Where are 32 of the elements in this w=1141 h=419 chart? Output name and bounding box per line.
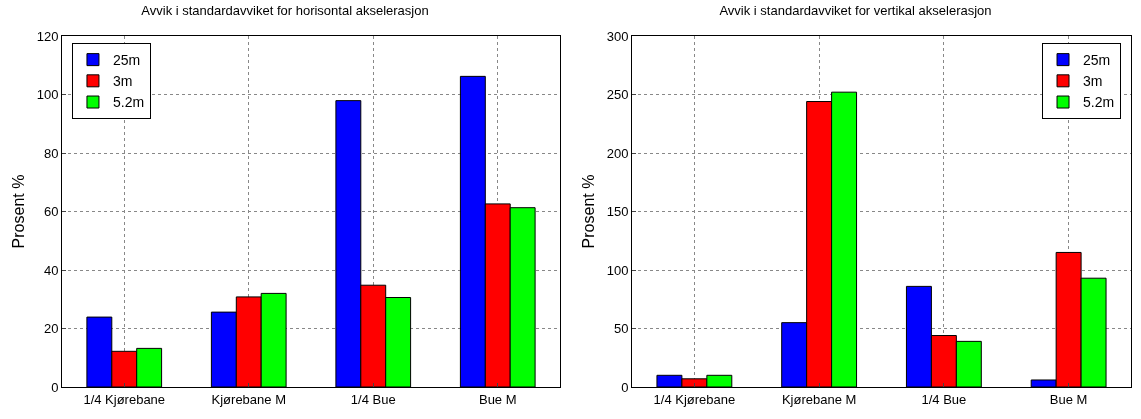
x-tick-label: 1/4 Kjørebane (653, 391, 736, 407)
legend-label: 3m (112, 73, 133, 90)
y-axis-title: Prosent % (9, 174, 27, 249)
legend-label: 5.2m (112, 94, 145, 111)
y-tick-label: 120 (36, 28, 59, 44)
y-tick-label: 200 (606, 145, 629, 161)
chart-title: Avvik i standardavviket for vertikal akselerasjon (719, 3, 992, 19)
y-tick-label: 0 (51, 379, 59, 395)
y-tick-label: 250 (606, 87, 629, 103)
y-tick-label: 0 (621, 379, 629, 395)
y-tick-label: 100 (36, 87, 59, 103)
y-tick-label: 60 (43, 204, 59, 220)
x-tick-label: 1/4 Kjørebane (83, 391, 166, 407)
y-tick-label: 50 (613, 321, 629, 337)
y-tick-label: 100 (606, 262, 629, 278)
chart-title: Avvik i standardavviket for horisontal akselerasjon (141, 3, 429, 19)
y-axis-title: Prosent % (579, 174, 597, 249)
y-tick-label: 40 (43, 262, 59, 278)
y-tick-label: 150 (606, 204, 629, 220)
y-tick-label: 80 (43, 145, 59, 161)
y-tick-label: 300 (606, 28, 629, 44)
legend-label: 25m (112, 52, 141, 69)
y-tick-label: 20 (43, 321, 59, 337)
legend-label: 25m (1083, 52, 1111, 69)
x-tick-label: Kjørebane M (211, 391, 286, 407)
x-tick-label: 1/4 Bue (921, 391, 967, 407)
x-tick-label: Kjørebane M (781, 391, 857, 407)
x-tick-label: 1/4 Bue (350, 391, 396, 407)
x-tick-label: Bue M (478, 391, 517, 407)
legend-label: 5.2m (1083, 94, 1115, 111)
legend-label: 3m (1083, 73, 1103, 90)
x-tick-label: Bue M (1049, 391, 1088, 407)
